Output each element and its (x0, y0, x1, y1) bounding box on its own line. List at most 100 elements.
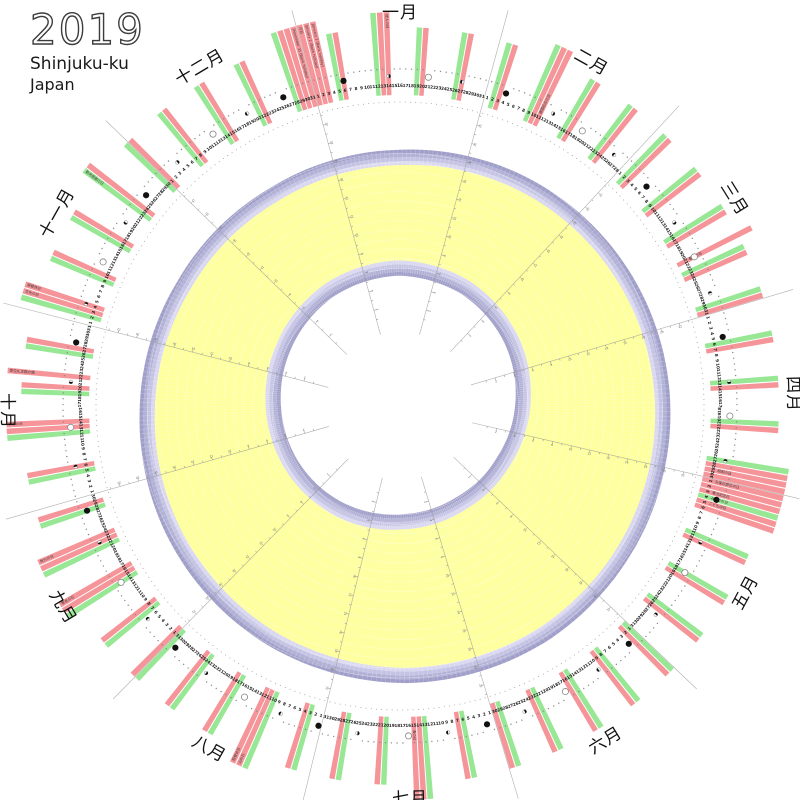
hour-tick-label: 8 (360, 252, 364, 255)
holiday-bar (696, 292, 764, 318)
day-number: 5 (633, 186, 639, 192)
hour-tick (323, 124, 327, 126)
day-number: 3 (619, 633, 625, 639)
quarter-moon-half (73, 464, 78, 468)
hour-tick-label: 22 (478, 684, 483, 689)
day-number: 8 (354, 86, 358, 91)
day-dot (507, 121, 509, 123)
day-dot (339, 703, 341, 705)
day-grid-line (155, 451, 293, 510)
holiday-bar (296, 24, 323, 106)
day-grid-line (425, 510, 467, 676)
day-dot (204, 638, 206, 640)
saturday-bar (7, 429, 91, 441)
day-grid-line (257, 195, 329, 301)
hour-tick (448, 226, 451, 228)
moon-glyph-dot (302, 82, 304, 85)
day-grid-line (414, 512, 439, 681)
moon-glyph-dot (245, 705, 248, 707)
hour-tick (359, 557, 363, 559)
hour-tick (451, 583, 454, 585)
month-boundary-line (450, 105, 680, 352)
hour-tick (328, 142, 332, 144)
month-boundary-line (421, 476, 519, 799)
hour-grid (108, 114, 692, 698)
hour-tick (190, 200, 194, 204)
hour-tick (335, 341, 338, 344)
day-grid-line (487, 218, 587, 318)
day-number: 17 (672, 238, 679, 246)
moon-glyph-dot (129, 203, 131, 206)
hour-tick (532, 262, 536, 266)
moon-glyph-dot (419, 741, 421, 744)
day-dot (165, 211, 167, 213)
holiday-bar (86, 162, 156, 218)
holiday-bar (7, 367, 91, 381)
moon-glyph-dot (539, 99, 542, 101)
day-dot (95, 414, 97, 416)
day-number: 14 (113, 252, 120, 260)
hour-tick-label: 16 (231, 568, 237, 573)
day-grid-line (504, 443, 657, 500)
day-dot (175, 199, 177, 201)
day-number: 14 (683, 544, 690, 552)
day-number: 14 (386, 83, 392, 88)
moon-glyph-dot (122, 213, 124, 215)
day-number: 22 (263, 111, 270, 118)
day-grid-line (191, 258, 299, 335)
day-grid-line (223, 222, 313, 316)
moon-glyph-dot (358, 70, 361, 73)
moon-glyph-dot (442, 739, 445, 741)
saturday-bar (641, 166, 698, 214)
hour-tick (602, 600, 604, 602)
day-grid-line (493, 461, 636, 547)
day-dot (235, 149, 237, 151)
hour-tick (495, 428, 497, 432)
day-grid-line (405, 513, 415, 683)
holiday-label: 振替休日 (27, 282, 42, 291)
moon-glyph-dot (676, 213, 678, 215)
day-number: 13 (545, 118, 553, 125)
moon-glyph-dot (545, 101, 547, 103)
hour-tick (468, 638, 471, 640)
hour-tick (361, 263, 364, 265)
moon-glyph-dot (496, 82, 498, 85)
hour-tick (514, 432, 516, 436)
moon-glyph-dot (595, 130, 597, 133)
moon-glyph-dot (573, 693, 575, 696)
moon-glyph-dot (393, 68, 395, 70)
day-dot (695, 476, 697, 478)
quarter-moon-half (727, 381, 732, 384)
day-grid-line (201, 483, 317, 589)
day-grid-line (507, 283, 637, 351)
hour-tick (356, 244, 359, 246)
day-grid-line (253, 500, 340, 636)
day-grid-line (463, 492, 565, 629)
day-grid-line (414, 150, 429, 278)
day-grid-line (483, 475, 612, 582)
moon-glyph-dot (62, 415, 64, 417)
day-number: 17 (556, 679, 564, 686)
day-dot (598, 635, 600, 637)
day-number: 16 (397, 83, 403, 88)
day-dot (699, 456, 701, 458)
hour-tick (525, 527, 528, 530)
month-label: 七月 (392, 788, 429, 800)
hour-tick-label: 6 (299, 500, 303, 504)
hour-tick (426, 310, 430, 312)
day-dot (430, 103, 432, 105)
day-dot (635, 597, 637, 599)
day-grid-line (510, 429, 666, 464)
day-number: 1 (88, 321, 94, 325)
day-grid-line (243, 205, 323, 307)
day-number: 2 (706, 484, 712, 488)
moon-glyph-dot (682, 222, 684, 225)
hour-tick-label: 2 (467, 475, 471, 479)
moon-glyph-dot (327, 734, 329, 736)
day-dot (146, 236, 148, 238)
day-dot (179, 195, 181, 197)
day-number: 26 (694, 283, 701, 290)
hour-tick (591, 199, 594, 202)
day-grid-line (452, 499, 538, 648)
day-number: 22 (587, 145, 595, 153)
